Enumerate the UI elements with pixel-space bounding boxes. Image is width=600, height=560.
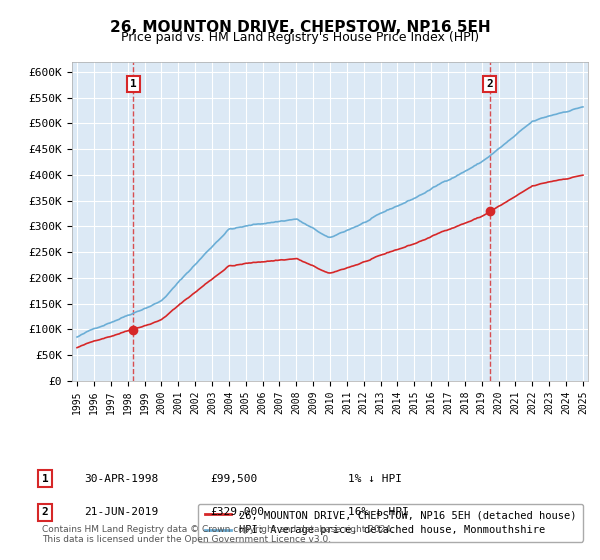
Text: 16% ↓ HPI: 16% ↓ HPI xyxy=(348,507,409,517)
Text: 1: 1 xyxy=(130,79,137,89)
Text: 2: 2 xyxy=(41,507,49,517)
Text: Price paid vs. HM Land Registry's House Price Index (HPI): Price paid vs. HM Land Registry's House … xyxy=(121,31,479,44)
Legend: 26, MOUNTON DRIVE, CHEPSTOW, NP16 5EH (detached house), HPI: Average price, deta: 26, MOUNTON DRIVE, CHEPSTOW, NP16 5EH (d… xyxy=(199,504,583,542)
Text: 2: 2 xyxy=(487,79,493,89)
Text: Contains HM Land Registry data © Crown copyright and database right 2024.
This d: Contains HM Land Registry data © Crown c… xyxy=(42,525,394,544)
Text: 1% ↓ HPI: 1% ↓ HPI xyxy=(348,474,402,484)
Text: £329,000: £329,000 xyxy=(210,507,264,517)
Text: 21-JUN-2019: 21-JUN-2019 xyxy=(84,507,158,517)
Text: 1: 1 xyxy=(41,474,49,484)
Text: 26, MOUNTON DRIVE, CHEPSTOW, NP16 5EH: 26, MOUNTON DRIVE, CHEPSTOW, NP16 5EH xyxy=(110,20,490,35)
Text: 30-APR-1998: 30-APR-1998 xyxy=(84,474,158,484)
Text: £99,500: £99,500 xyxy=(210,474,257,484)
